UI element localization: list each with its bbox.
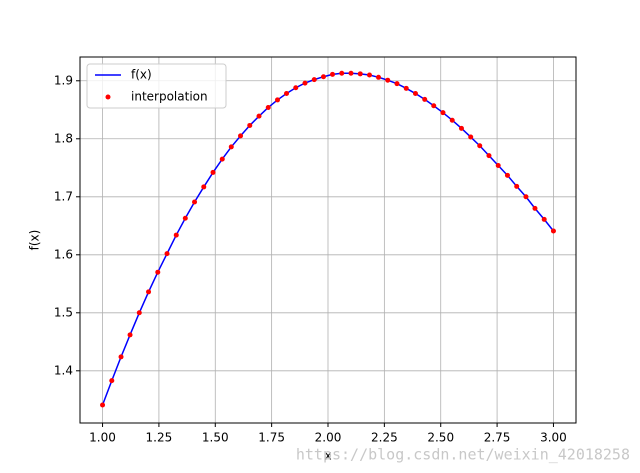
point <box>348 70 354 76</box>
point <box>339 70 345 76</box>
x-tick-label: 1.50 <box>202 431 229 445</box>
x-tick-label: 1.25 <box>146 431 173 445</box>
point <box>403 85 409 91</box>
x-tick-label: 1.00 <box>89 431 116 445</box>
y-tick-label: 1.6 <box>54 247 73 261</box>
point <box>394 81 400 87</box>
point <box>514 183 520 189</box>
point <box>477 143 483 149</box>
y-tick-label: 1.8 <box>54 131 73 145</box>
point <box>523 194 529 200</box>
point <box>458 125 464 131</box>
x-tick-label: 2.25 <box>371 431 398 445</box>
point <box>127 332 133 338</box>
point <box>201 184 207 190</box>
point <box>449 117 455 123</box>
point <box>100 402 106 408</box>
y-axis-label: f(x) <box>28 230 42 251</box>
point <box>293 85 299 91</box>
point <box>376 74 382 80</box>
watermark: https://blog.csdn.net/weixin_42018258 <box>296 446 630 464</box>
point <box>182 215 188 221</box>
point <box>228 144 234 150</box>
point <box>366 72 372 78</box>
point <box>265 104 271 110</box>
grid <box>80 57 576 423</box>
point <box>541 216 547 222</box>
legend-box <box>86 63 227 109</box>
x-tick-label: 2.00 <box>315 431 342 445</box>
point <box>155 269 161 275</box>
point <box>422 96 428 102</box>
point <box>412 91 418 97</box>
x-tick-label: 2.50 <box>427 431 454 445</box>
point <box>210 169 216 175</box>
point <box>320 74 326 80</box>
x-tick-label: 1.75 <box>258 431 285 445</box>
point <box>311 77 317 83</box>
legend: f(x) interpolation <box>86 63 227 109</box>
point <box>550 228 556 234</box>
point <box>192 199 198 205</box>
point <box>256 113 262 119</box>
point <box>495 162 501 168</box>
point <box>274 97 280 103</box>
point <box>247 122 253 128</box>
point <box>109 378 115 384</box>
point <box>118 354 124 360</box>
point <box>238 133 244 139</box>
point <box>468 134 474 140</box>
x-tick-label: 3.00 <box>540 431 567 445</box>
point <box>486 153 492 159</box>
x-tick-label: 2.75 <box>484 431 511 445</box>
point <box>330 71 336 77</box>
point <box>440 110 446 116</box>
point <box>146 289 152 295</box>
y-tick-label: 1.9 <box>54 73 73 87</box>
point <box>302 80 308 86</box>
point <box>284 91 290 97</box>
point <box>164 251 170 257</box>
point <box>431 103 437 109</box>
point <box>385 77 391 83</box>
x-axis-label: x <box>324 449 331 463</box>
point <box>504 172 510 178</box>
point <box>219 156 225 162</box>
point <box>532 205 538 211</box>
y-tick-label: 1.7 <box>54 189 73 203</box>
legend-label: f(x) <box>131 68 152 82</box>
point <box>136 310 142 316</box>
point <box>173 232 179 238</box>
legend-swatch <box>105 94 111 100</box>
plot-area <box>100 70 556 408</box>
legend-label: interpolation <box>131 90 208 104</box>
point <box>357 71 363 77</box>
y-tick-label: 1.5 <box>54 305 73 319</box>
y-tick-label: 1.4 <box>54 363 73 377</box>
